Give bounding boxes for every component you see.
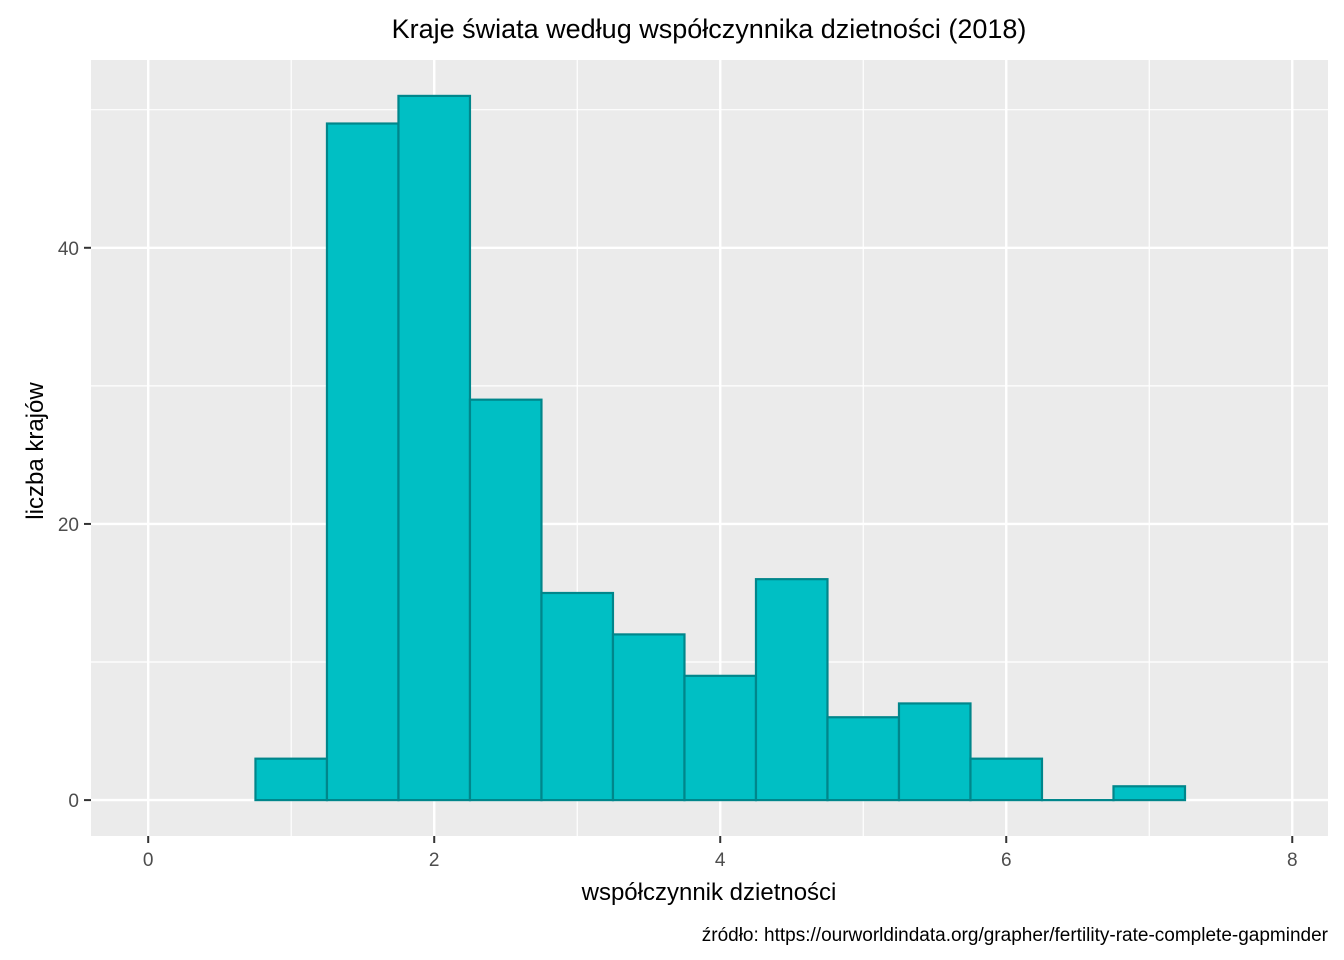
x-tick-label: 0 — [143, 850, 154, 871]
histogram-bar — [969, 757, 1044, 802]
y-tick-label: 20 — [58, 515, 79, 536]
x-tick-label: 4 — [715, 850, 726, 871]
histogram-bar — [683, 674, 758, 802]
x-tick-label: 6 — [1001, 850, 1012, 871]
y-axis: 0 20 40 — [58, 239, 91, 812]
histogram-bar — [611, 633, 686, 802]
y-axis-title: liczba krajów — [22, 382, 49, 520]
x-tick-label: 2 — [429, 850, 440, 871]
histogram-bar — [325, 122, 400, 802]
x-axis-title: współczynnik dzietności — [581, 879, 837, 906]
source-caption: źródło: https://ourworldindata.org/graph… — [702, 925, 1329, 946]
histogram-bar — [468, 398, 543, 802]
chart-title: Kraje świata według współczynnika dzietn… — [392, 14, 1027, 44]
histogram-bar — [754, 578, 829, 802]
minor-gridlines — [91, 60, 1328, 836]
histogram-bar — [1112, 785, 1187, 802]
histogram-bar — [826, 716, 901, 802]
histogram-bar — [397, 94, 472, 802]
histogram-bar — [897, 702, 972, 802]
histogram-bar — [540, 591, 615, 802]
x-tick-label: 8 — [1287, 850, 1298, 871]
histogram-bar — [254, 757, 329, 802]
x-axis: 0 2 4 6 8 — [143, 836, 1298, 871]
y-tick-label: 0 — [68, 791, 79, 812]
y-tick-label: 40 — [58, 239, 79, 260]
histogram-bars — [254, 94, 1187, 802]
